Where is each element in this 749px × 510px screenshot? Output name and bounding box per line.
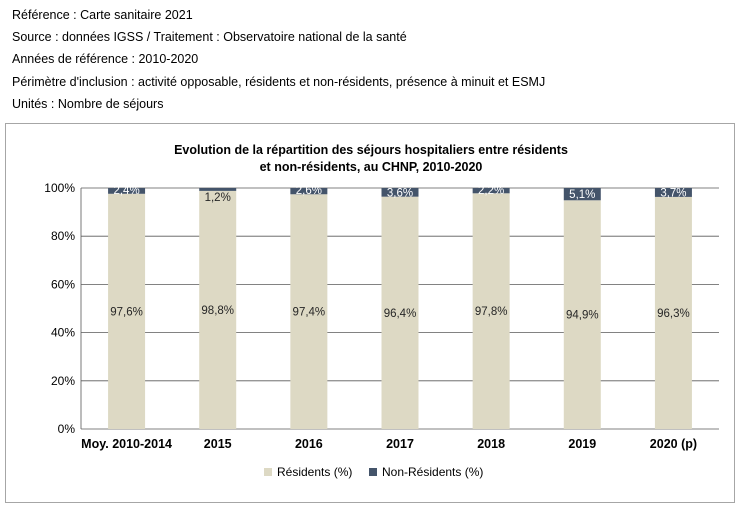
data-label-residents: 97,8% — [475, 306, 508, 318]
bar-non-residents — [654, 188, 692, 197]
y-tick-label: 20% — [51, 374, 75, 388]
y-tick-label: 100% — [44, 181, 75, 195]
bar-residents — [381, 196, 419, 429]
bar-residents — [199, 190, 237, 429]
y-tick-label: 0% — [58, 422, 76, 436]
y-tick-label: 60% — [51, 277, 75, 291]
axes: 0% 20% 40% 60% 80% 100% Moy. 2010-2014 2015 2016… — [44, 181, 697, 451]
x-tick-label: 2019 — [568, 437, 596, 451]
data-label-non-residents: 3,6% — [387, 187, 413, 199]
legend-label-residents: Résidents (%) — [277, 465, 352, 479]
x-tick-label: 2017 — [386, 437, 414, 451]
bar-residents — [654, 196, 692, 429]
data-labels: 97,6% 2,4% 98,8% 1,2% 97,4% 2,6% 96,4% 3,6% 97,8… — [110, 185, 689, 322]
x-tick-label: 2020 (p) — [650, 437, 697, 451]
legend-label-non-residents: Non-Résidents (%) — [382, 465, 483, 479]
x-tick-label: 2016 — [295, 437, 323, 451]
bar-non-residents — [199, 188, 237, 191]
legend: Résidents (%) Non-Résidents (%) — [264, 465, 483, 479]
source-metadata: Référence : Carte sanitaire 2021 Source … — [12, 4, 545, 115]
bars — [108, 188, 692, 429]
legend-swatch-residents — [264, 468, 272, 476]
bar-non-residents — [381, 188, 419, 197]
data-label-residents: 97,4% — [293, 307, 326, 319]
bar-residents — [472, 193, 510, 429]
reference-line: Référence : Carte sanitaire 2021 — [12, 8, 193, 22]
data-label-non-residents: 2,2% — [478, 185, 504, 197]
bar-non-residents — [290, 188, 328, 195]
x-tick-label: 2018 — [477, 437, 505, 451]
bar-residents — [108, 193, 146, 429]
data-label-residents: 94,9% — [566, 310, 599, 322]
data-label-non-residents: 2,4% — [113, 185, 139, 197]
data-label-residents: 97,6% — [110, 306, 143, 318]
data-label-non-residents: 2,6% — [296, 185, 322, 197]
chart-frame: Evolution de la répartition des séjours … — [5, 123, 735, 503]
bar-non-residents — [563, 188, 601, 201]
stacked-bar-chart: Evolution de la répartition des séjours … — [44, 143, 719, 479]
data-label-residents: 98,8% — [201, 305, 234, 317]
bar-non-residents — [472, 188, 510, 194]
source-line: Source : données IGSS / Traitement : Obs… — [12, 30, 407, 45]
legend-swatch-non-residents — [369, 468, 377, 476]
x-tick-label: Moy. 2010-2014 — [81, 437, 172, 451]
y-tick-label: 80% — [51, 229, 75, 243]
data-label-residents: 96,3% — [657, 308, 690, 320]
x-tick-label: 2015 — [204, 437, 232, 451]
data-label-non-residents: 1,2% — [205, 192, 231, 204]
bar-residents — [563, 200, 601, 429]
chart-title-line-2: et non-résidents, au CHNP, 2010-2020 — [260, 160, 483, 174]
data-label-non-residents: 5,1% — [569, 189, 595, 201]
units-line: Unités : Nombre de séjours — [12, 96, 164, 111]
scope-line: Périmètre d'inclusion : activité opposab… — [12, 74, 546, 89]
y-tick-label: 40% — [51, 326, 75, 340]
bar-residents — [290, 194, 328, 429]
reference-years-line: Années de référence : 2010-2020 — [12, 52, 199, 67]
data-label-residents: 96,4% — [384, 308, 417, 320]
data-label-non-residents: 3,7% — [660, 187, 686, 199]
chart-title-line-1: Evolution de la répartition des séjours … — [174, 143, 568, 157]
bar-non-residents — [108, 188, 146, 194]
